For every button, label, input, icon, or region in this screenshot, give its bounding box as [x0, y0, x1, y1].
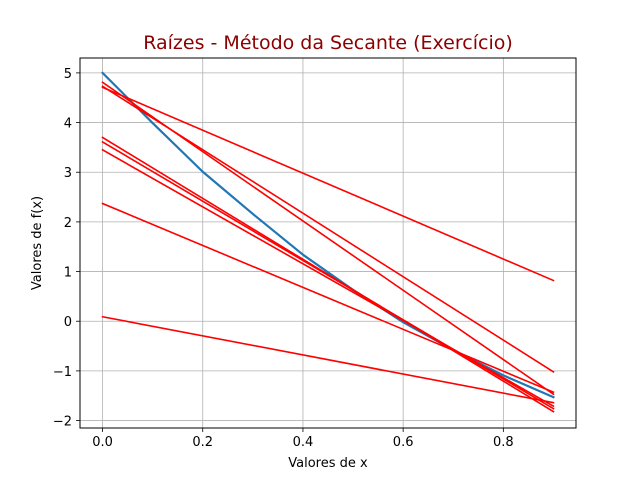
y-tick-label: 1	[64, 266, 72, 281]
secant-line	[101, 315, 555, 404]
secant-line	[101, 202, 555, 394]
chart-title: Raízes - Método da Secante (Exercício)	[143, 32, 513, 54]
plot-frame	[79, 57, 577, 429]
y-tick-label: 5	[64, 67, 72, 82]
x-axis-label: Valores de x	[288, 456, 368, 471]
x-tick-label: 0.2	[192, 435, 213, 450]
x-tick-label: 0.6	[393, 435, 414, 450]
y-tick-label: −2	[53, 415, 72, 430]
y-tick-label: 0	[64, 315, 72, 330]
secant-line	[101, 85, 555, 373]
x-tick-label: 0.4	[293, 435, 314, 450]
x-axis-ticks: 0.0 0.2 0.4 0.6 0.8	[92, 428, 514, 450]
y-tick-label: 4	[64, 117, 72, 132]
y-tick-label: 2	[64, 216, 72, 231]
x-tick-label: 0.0	[92, 435, 113, 450]
grid-lines	[80, 58, 576, 428]
series-lines	[100, 71, 555, 413]
secant-line	[101, 86, 555, 282]
y-axis-label: Valores de f(x)	[30, 196, 45, 290]
secant-line	[101, 148, 555, 408]
y-tick-label: −1	[53, 365, 72, 380]
y-axis-ticks: −2 −1 0 1 2 3 4 5	[53, 67, 80, 430]
x-tick-label: 0.8	[493, 435, 514, 450]
y-tick-label: 3	[64, 166, 72, 181]
